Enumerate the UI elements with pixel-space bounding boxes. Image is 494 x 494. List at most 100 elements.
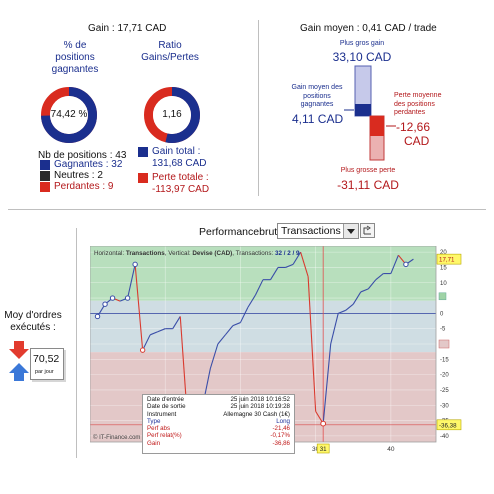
tooltip-row: Date de sortie 25 juin 2018 10:19:28 — [147, 403, 290, 410]
legend-perdantes-swatch — [40, 182, 50, 192]
gain-total-label: Gain total : — [152, 146, 201, 157]
series-segment — [157, 328, 166, 333]
series-segment — [254, 279, 264, 296]
min-value-label: -36,38 — [439, 422, 457, 429]
final-value-badge — [436, 253, 462, 265]
chart-info-text: Horizontal: Transactions, Vertical: Devi… — [94, 250, 300, 257]
tooltip-key: Date d'entrée — [147, 396, 184, 403]
series-segment — [270, 267, 279, 280]
gain-moyen-title: Gain moyen : 0,41 CAD / trade — [300, 23, 437, 34]
tooltip-key: Gain — [147, 439, 161, 447]
series-segment — [247, 294, 256, 308]
data-point — [109, 295, 116, 301]
performance-select[interactable]: Transactions — [277, 223, 359, 239]
tooltip-value: Allemagne 30 Cash (1€) — [223, 410, 290, 418]
pct-label-line: positions — [55, 52, 95, 63]
gain-total-value: 131,68 CAD — [152, 158, 207, 169]
tooltip-key: Date de sortie — [147, 403, 186, 411]
chart-info-part: Devise (CAD) — [192, 250, 232, 257]
min-value-badge — [436, 419, 462, 431]
data-point — [102, 301, 108, 307]
loss-zone-marker — [438, 339, 450, 349]
series-segment — [224, 325, 234, 336]
tooltip-key: Perf relat(%) — [147, 432, 182, 440]
nb-positions: Nb de positions : 43 — [38, 150, 127, 161]
plus-grosse-perte-label: Plus grosse perte — [340, 167, 396, 174]
tooltip-key: Type — [147, 417, 161, 425]
perte-moyenne-label-line: perdantes — [394, 109, 426, 116]
chevron-down-icon[interactable] — [343, 224, 358, 238]
y-tick-label: -25 — [440, 388, 449, 394]
pct-label-line: % de — [63, 40, 87, 51]
ratio-label-line: Gains/Pertes — [141, 52, 199, 63]
tooltip-value: 25 juin 2018 10:16:52 — [230, 396, 290, 403]
moy-ordres-label: Moy d'ordres exécutés : — [0, 310, 66, 334]
tooltip-key: Perf abs — [147, 425, 171, 433]
y-tick-label: -15 — [440, 357, 449, 363]
gain-title: Gain : 17,71 CAD — [88, 23, 167, 34]
y-tick-label: -20 — [440, 373, 449, 379]
tooltip-row: Perf abs -21,46 — [147, 425, 290, 432]
gain-perte-bars — [344, 65, 396, 161]
donut1-arc — [41, 87, 97, 143]
cursor-x-badge — [316, 443, 330, 454]
tooltip-value: -0,17% — [270, 432, 290, 440]
tooltip-row: Perf relat(%) -0,17% — [147, 432, 290, 439]
perte-moyenne-label-line: des positions — [394, 100, 435, 108]
tooltip-value: Long — [276, 417, 290, 425]
legend-neutres: Neutres : 2 — [54, 170, 103, 181]
perte-moyenne-bar-overlay — [370, 116, 384, 136]
series-segment — [300, 251, 309, 277]
performance-label: Performancebrute — [199, 226, 284, 238]
perte-moyenne-label: Perte moyenne des positions perdantes — [394, 92, 441, 118]
plus-gros-gain-label: Plus gros gain — [339, 40, 385, 47]
y-tick-label: 0 — [440, 311, 444, 317]
data-point — [132, 261, 138, 268]
orders-per-day-unit: par jour — [35, 369, 54, 375]
y-tick-label: -40 — [440, 434, 449, 440]
chart-info-part: 32 / 2 / 9 — [275, 250, 300, 257]
chart-info-part: , Vertical: — [165, 250, 193, 257]
tooltip-value: -36,86 — [272, 439, 290, 447]
legend-gagnantes-swatch — [40, 160, 50, 170]
chart-info-part: , Transactions: — [232, 250, 275, 257]
series-segment — [367, 279, 377, 290]
y-tick-label: -30 — [440, 403, 449, 409]
series-segment — [217, 334, 226, 345]
perte-totale-value: -113,97 CAD — [152, 184, 210, 195]
perte-moyenne-value: -12,66 — [396, 120, 431, 134]
perte-totale-swatch — [138, 173, 148, 183]
y-tick-label: -5 — [440, 327, 446, 333]
plus-gros-gain-value: 33,10 CAD — [332, 50, 392, 64]
gain-moyen-label-line: positions — [303, 92, 331, 100]
series-segment — [322, 343, 332, 424]
watermark-text: © IT-Finance.com — [93, 434, 140, 441]
pct-label-line: gagnantes — [51, 64, 99, 75]
top-divider — [258, 20, 259, 196]
export-icon[interactable] — [360, 223, 375, 238]
moy-ordres-line: exécutés : — [10, 322, 56, 333]
ratio-label: Ratio Gains/Pertes — [130, 40, 210, 64]
tooltip-row: Type Long — [147, 418, 290, 425]
data-point — [124, 295, 131, 301]
donut1-value: 74,42 % — [50, 109, 88, 120]
series-segment — [345, 303, 354, 311]
chart-info-part: Horizontal: — [94, 250, 126, 257]
pct-positions-label: % de positions gagnantes — [40, 40, 110, 76]
cursor-point — [320, 420, 327, 427]
y-tick-label: 15 — [440, 265, 447, 271]
gain-zone-marker — [438, 292, 447, 301]
gain-moyen-label-line: gagnantes — [300, 101, 334, 108]
up-arrow-icon — [9, 363, 29, 381]
donut2-value: 1,16 — [162, 109, 182, 120]
tooltip-row: Instrument Allemagne 30 Cash (1€) — [147, 411, 290, 418]
perte-moyenne-label-line: Perte moyenne — [394, 92, 442, 99]
tooltip-row: Gain -36,86 — [147, 440, 290, 447]
series-segment — [134, 264, 144, 351]
performance-select-value: Transactions — [281, 225, 341, 237]
orders-arrows-icon — [9, 341, 29, 381]
cursor-x-label: 31 — [320, 446, 327, 453]
donut2-hole — [153, 96, 191, 134]
perte-totale-label: Perte totale : — [152, 172, 209, 183]
perte-moyenne-unit: CAD — [404, 134, 430, 148]
